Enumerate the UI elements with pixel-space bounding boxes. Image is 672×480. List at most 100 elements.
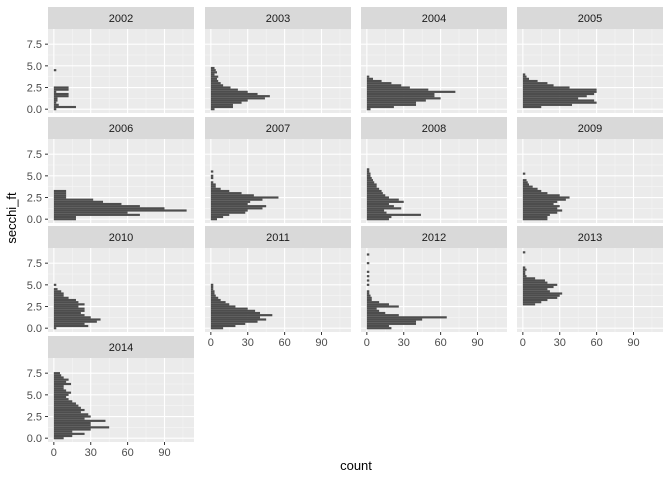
histogram-bar: [53, 198, 94, 201]
facet-strip: [48, 117, 194, 139]
histogram-bar: [53, 320, 97, 323]
histogram-bar: [522, 213, 550, 216]
histogram-bar: [366, 194, 386, 197]
facet-strip-label: 2007: [266, 123, 290, 135]
histogram-bar: [53, 311, 81, 315]
histogram-bar: [522, 292, 563, 295]
histogram-bar: [53, 294, 64, 297]
histogram-bar: [522, 279, 545, 282]
histogram-bar: [53, 307, 85, 310]
histogram-bar: [53, 99, 58, 102]
x-tick-label: 30: [85, 447, 97, 459]
facet-strip: [361, 226, 507, 248]
histogram-bar: [366, 77, 373, 80]
histogram-bar: [522, 105, 542, 109]
histogram-bar: [53, 92, 69, 96]
facet-strip-label: 2002: [109, 13, 133, 25]
histogram-bar: [53, 316, 91, 319]
histogram-bar: [366, 181, 375, 184]
histogram-bar: [210, 99, 248, 102]
histogram-bar: [210, 69, 216, 72]
histogram-bar: [210, 187, 221, 190]
histogram-bar: [366, 103, 417, 106]
histogram-bar: [522, 86, 570, 89]
histogram-bar: [53, 408, 85, 412]
histogram-bar: [210, 198, 263, 201]
histogram-bar: [210, 101, 242, 104]
histogram-bar: [53, 97, 58, 100]
facet-strip-label: 2013: [578, 232, 602, 244]
histogram-bar: [210, 294, 216, 297]
histogram-bar: [522, 202, 554, 206]
x-tick-label: 30: [554, 337, 566, 349]
histogram-bar: [522, 179, 527, 182]
histogram-bar: [53, 95, 69, 98]
y-tick-label: 0.0: [27, 214, 42, 226]
x-tick-label: 60: [590, 337, 602, 349]
facet-strip: [48, 7, 194, 29]
histogram-bar: [210, 309, 256, 312]
histogram-bar: [522, 281, 548, 284]
histogram-bar: [210, 305, 236, 308]
x-tick-label: 0: [520, 337, 526, 349]
histogram-bar: [210, 170, 214, 173]
facet-strip-label: 2011: [266, 232, 290, 244]
histogram-bar: [366, 99, 426, 102]
histogram-bar: [366, 296, 372, 299]
facet-2006: 2006 0.0 2.5 5.0 7.5: [27, 117, 194, 226]
histogram-bar: [522, 303, 536, 306]
y-tick-label: 2.5: [27, 83, 42, 95]
histogram-bar: [210, 176, 214, 180]
histogram-bar: [210, 97, 265, 100]
histogram-bar: [522, 90, 597, 93]
histogram-bar: [53, 417, 85, 420]
histogram-bar: [53, 387, 64, 390]
histogram-bar: [53, 189, 67, 193]
histogram-bar: [210, 285, 214, 289]
histogram-bar: [366, 105, 394, 109]
histogram-bar: [366, 187, 380, 190]
histogram-bar: [366, 189, 382, 193]
histogram-bar: [366, 318, 423, 321]
histogram-bar: [53, 400, 73, 403]
histogram-bar: [210, 283, 214, 286]
facet-strip-label: 2008: [422, 123, 446, 135]
histogram-bar: [53, 296, 69, 299]
histogram-bar: [210, 77, 217, 80]
y-tick-label: 7.5: [27, 149, 42, 161]
histogram-bar: [522, 92, 595, 96]
histogram-bar: [53, 402, 76, 405]
histogram-bar: [53, 413, 89, 416]
histogram-bar: [366, 84, 402, 87]
histogram-bar: [53, 327, 57, 330]
histogram-bar: [522, 209, 563, 212]
facet-panels: 2002 0.0 2.5 5.0 7.5 2003 2004 2005 2006 0.0 2.5 5.…: [27, 7, 663, 459]
histogram-bar: [522, 196, 570, 199]
histogram-bar: [522, 82, 548, 85]
histogram-bar: [210, 218, 217, 221]
histogram-bar: [53, 86, 69, 89]
facet-2008: 2008: [361, 117, 507, 223]
y-tick-label: 0.0: [27, 323, 42, 335]
histogram-bar: [53, 288, 58, 291]
histogram-bar: [210, 185, 216, 188]
histogram-bar: [210, 200, 251, 203]
histogram-bar: [53, 215, 76, 219]
histogram-bar: [522, 172, 526, 175]
histogram-bar: [522, 251, 526, 254]
facet-strip-label: 2006: [109, 123, 133, 135]
histogram-bar: [366, 75, 370, 78]
histogram-bar: [366, 108, 371, 111]
histogram-bar: [366, 200, 404, 203]
histogram-bar: [366, 305, 399, 308]
histogram-bar: [366, 202, 389, 206]
histogram-bar: [53, 385, 64, 388]
histogram-bar: [366, 275, 370, 278]
y-tick-label: 5.0: [27, 171, 42, 183]
histogram-bar: [366, 320, 417, 323]
facet-strip: [517, 226, 663, 248]
y-tick-label: 5.0: [27, 280, 42, 292]
x-tick-label: 90: [315, 337, 327, 349]
histogram-bar: [210, 290, 215, 293]
